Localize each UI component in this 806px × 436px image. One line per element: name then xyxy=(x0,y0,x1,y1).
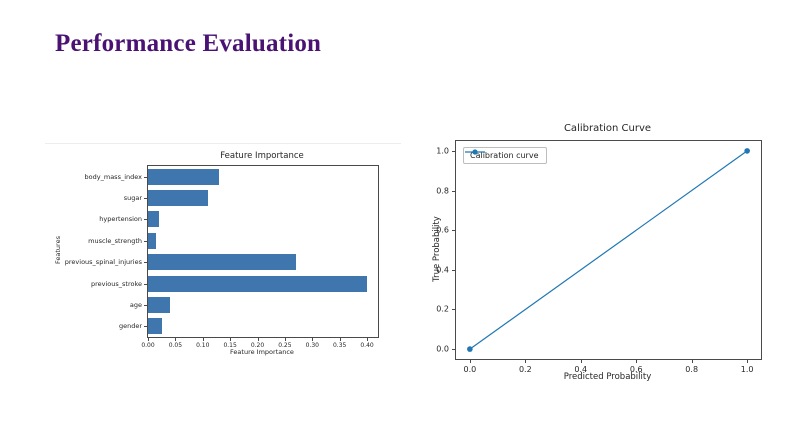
x-tick-mark xyxy=(202,337,204,341)
x-tick-label: 0.05 xyxy=(168,342,183,349)
x-tick-mark xyxy=(580,359,582,363)
y-tick-label: 0.4 xyxy=(436,265,449,275)
category-label-age: age xyxy=(129,300,142,309)
y-tick-mark xyxy=(144,198,148,200)
y-tick-label: 1.0 xyxy=(436,146,449,156)
y-tick-mark xyxy=(144,283,148,285)
calibration-x-axis-label: Predicted Probability xyxy=(563,372,652,382)
y-tick-mark xyxy=(452,150,456,152)
y-tick-label: 0.6 xyxy=(436,225,449,235)
y-tick-mark xyxy=(144,262,148,264)
x-tick-label: 0.40 xyxy=(360,342,374,349)
calibration-plot-area: Calibration curve 0.0 0.2 0.4 0.6 0.8 1.0 0.0 0… xyxy=(436,140,762,374)
calibration-curve-chart: Calibration Curve True Probability Calib… xyxy=(425,120,785,392)
x-tick-label: 0.25 xyxy=(278,342,292,349)
x-tick-label: 0.0 xyxy=(463,365,477,374)
y-tick-mark xyxy=(144,326,148,328)
x-tick-label: 0.6 xyxy=(629,365,643,374)
bar-body_mass_index xyxy=(148,168,220,185)
category-label-hypertension: hypertension xyxy=(99,215,142,224)
x-tick-mark xyxy=(284,337,286,341)
x-tick-mark xyxy=(636,359,638,363)
x-tick-mark xyxy=(469,359,471,363)
calibration-curve-chart-title: Calibration Curve xyxy=(563,123,652,134)
y-tick-mark xyxy=(144,304,148,306)
x-tick-mark xyxy=(230,337,232,341)
bar-muscle_strength xyxy=(148,232,157,249)
x-tick-label: 0.10 xyxy=(196,342,210,349)
x-tick-mark xyxy=(691,359,693,363)
x-tick-mark xyxy=(367,337,369,341)
x-tick-label: 0.35 xyxy=(332,342,347,349)
feature-importance-chart: Feature Importance Features body_mass_in… xyxy=(45,143,401,378)
y-tick-label: 0.8 xyxy=(436,186,449,196)
x-tick-label: 1.0 xyxy=(740,365,754,374)
x-tick-mark xyxy=(747,359,749,363)
data-point-marker xyxy=(744,148,750,154)
x-tick-mark xyxy=(312,337,314,341)
bar-previous_stroke xyxy=(148,275,368,292)
x-tick-mark xyxy=(148,337,149,341)
x-tick-mark xyxy=(257,337,259,341)
x-tick-mark xyxy=(175,337,177,341)
calibration-line-svg xyxy=(467,148,750,352)
bar-gender xyxy=(148,318,162,335)
feature-importance-chart-title: Feature Importance xyxy=(220,151,304,161)
bar-sugar xyxy=(148,190,209,207)
x-tick-label: 0.20 xyxy=(250,342,265,349)
slide-title: Performance Evaluation xyxy=(55,30,322,57)
bar-previous_spinal_injuries xyxy=(148,254,296,271)
y-tick-mark xyxy=(452,230,456,232)
bar-hypertension xyxy=(148,211,159,228)
bar-age xyxy=(148,296,170,313)
x-tick-label: 0.15 xyxy=(223,342,237,349)
category-label-muscle_strength: muscle_strength xyxy=(88,236,142,245)
x-tick-label: 0.8 xyxy=(685,365,699,374)
category-label-previous_spinal_injuries: previous_spinal_injuries xyxy=(64,258,142,267)
x-tick-label: 0.00 xyxy=(141,342,155,349)
calibration-legend: Calibration curve xyxy=(463,147,548,164)
x-tick-label: 0.4 xyxy=(574,365,588,374)
category-label-previous_stroke: previous_stroke xyxy=(90,279,142,288)
y-tick-label: 0.0 xyxy=(436,344,449,354)
x-tick-label: 0.2 xyxy=(518,365,532,374)
x-tick-mark xyxy=(339,337,341,341)
category-label-gender: gender xyxy=(118,322,142,331)
y-tick-mark xyxy=(144,176,148,178)
feature-importance-x-axis-label: Feature Importance xyxy=(230,348,294,356)
y-tick-mark xyxy=(452,269,456,271)
x-tick-label: 0.30 xyxy=(305,342,319,349)
category-label-sugar: sugar xyxy=(123,194,142,203)
legend-label: Calibration curve xyxy=(470,151,539,160)
feature-importance-y-axis-label: Features xyxy=(54,236,62,264)
category-label-body_mass_index: body_mass_index xyxy=(84,172,142,181)
y-tick-mark xyxy=(452,190,456,192)
calibration-line xyxy=(469,150,748,350)
y-tick-mark xyxy=(144,219,148,221)
y-tick-mark xyxy=(452,349,456,351)
y-tick-label: 0.2 xyxy=(436,304,449,314)
legend-line-marker-icon xyxy=(465,149,485,155)
y-tick-mark xyxy=(144,240,148,242)
data-point-marker xyxy=(467,346,473,352)
x-tick-mark xyxy=(525,359,527,363)
y-tick-mark xyxy=(452,309,456,311)
